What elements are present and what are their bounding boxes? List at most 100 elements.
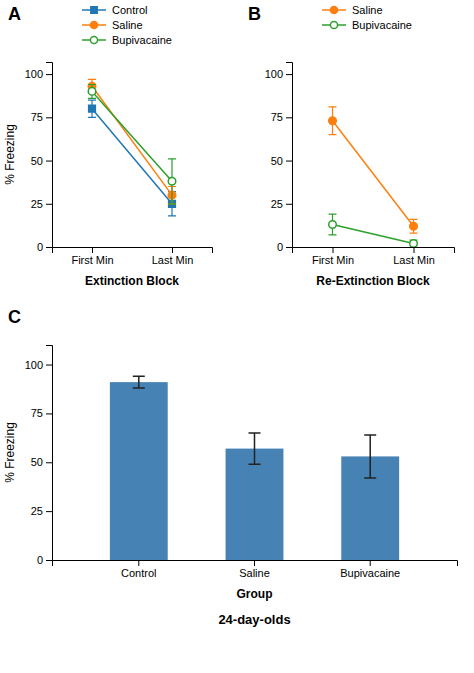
error-bar (329, 214, 337, 235)
marker (89, 105, 96, 112)
axis-line (293, 248, 455, 254)
tick-mark (46, 365, 52, 366)
panel-label: C (8, 307, 21, 327)
legend-marker (330, 21, 337, 28)
error-bar (168, 159, 176, 204)
tick-mark (92, 247, 93, 253)
y-tick: 75 (31, 111, 52, 123)
plot-area (88, 79, 176, 216)
error-bar (410, 240, 418, 247)
tick-label: 50 (271, 155, 283, 167)
tick-label: 25 (31, 505, 43, 517)
tick-label: Control (121, 567, 156, 579)
legend-marker (330, 6, 337, 13)
tick-mark (46, 74, 52, 75)
axis-line (53, 561, 458, 567)
tick-mark (46, 511, 52, 512)
legend-label: Bupivacaine (112, 34, 172, 46)
marker (329, 117, 337, 125)
marker (410, 240, 418, 247)
legend-entry: Saline (322, 4, 383, 16)
y-axis: 0255075100 (25, 63, 53, 254)
axis-line (46, 346, 53, 561)
legend-label: Saline (112, 19, 143, 31)
axis-line (286, 63, 293, 248)
error-bar (88, 100, 96, 117)
tick-label: 100 (265, 68, 283, 80)
marker (410, 222, 418, 230)
tick-label: 100 (25, 68, 43, 80)
marker (329, 221, 337, 229)
tick-label: 0 (37, 241, 43, 253)
x-axis: Control Saline Bupivacaine (53, 560, 458, 579)
tick-mark (172, 247, 173, 253)
y-tick: 0 (37, 554, 52, 566)
y-tick: 75 (31, 407, 52, 419)
legend-label: Saline (352, 4, 383, 16)
panel-label: A (8, 4, 21, 24)
tick-label: 0 (277, 241, 283, 253)
tick-label: 75 (31, 407, 43, 419)
y-axis-title: % Freezing (3, 124, 17, 185)
tick-mark (46, 560, 52, 561)
x-tick: First Min (71, 247, 113, 266)
y-tick: 0 (277, 241, 292, 253)
plot-area (329, 107, 418, 247)
legend-entry: Bupivacaine (322, 19, 412, 31)
tick-label: First Min (312, 254, 354, 266)
tick-label: 25 (271, 198, 283, 210)
legend-marker (90, 21, 97, 28)
y-tick: 75 (271, 111, 292, 123)
y-tick: 100 (25, 359, 52, 371)
tick-mark (286, 161, 292, 162)
tick-label: First Min (71, 254, 113, 266)
plot-area (110, 376, 399, 560)
tick-mark (254, 560, 255, 566)
error-bar (249, 433, 261, 464)
series-line (333, 225, 414, 244)
y-tick: 25 (31, 505, 52, 517)
error-bar (364, 435, 376, 478)
tick-label: Saline (239, 567, 270, 579)
error-bar (329, 107, 337, 135)
legend-entry: Bupivacaine (82, 34, 172, 46)
tick-mark (286, 247, 292, 248)
tick-mark (46, 204, 52, 205)
tick-mark (46, 161, 52, 162)
x-axis-title: Extinction Block (85, 274, 179, 288)
series-line (333, 121, 414, 226)
error-bar (88, 84, 96, 98)
x-tick: Last Min (152, 247, 194, 266)
tick-label: 50 (31, 456, 43, 468)
tick-label: 0 (37, 554, 43, 566)
series-line (92, 91, 172, 181)
bar (110, 382, 168, 560)
figure: 0 25 50 75 100 First Min Last Min % Freezing Ext… (0, 0, 474, 673)
y-tick: 50 (31, 456, 52, 468)
panel: 0255075100First MinLast Min% FreezingExt… (3, 4, 213, 288)
y-tick: 25 (31, 198, 52, 210)
tick-mark (138, 560, 139, 566)
marker (88, 88, 96, 96)
chart-title: 24-day-olds (218, 612, 290, 627)
legend: Saline Bupivacaine (322, 4, 412, 31)
panel-label: B (248, 4, 261, 24)
marker (168, 178, 176, 186)
tick-label: 75 (31, 111, 43, 123)
tick-label: 75 (271, 111, 283, 123)
legend: ControlSalineBupivacaine (82, 4, 172, 46)
tick-label: Bupivacaine (340, 567, 400, 579)
y-tick: 0 (37, 241, 52, 253)
axis-line (53, 248, 213, 254)
tick-mark (46, 413, 52, 414)
tick-mark (286, 204, 292, 205)
series-line (92, 109, 172, 204)
y-axis: 0 25 50 75 100 (265, 63, 293, 254)
x-tick: Last Min (393, 247, 435, 266)
x-tick: First Min (312, 247, 354, 266)
x-axis: First Min Last Min (53, 247, 213, 266)
legend-entry: Saline (82, 19, 143, 31)
x-tick: Saline (239, 560, 270, 579)
tick-mark (333, 247, 334, 253)
legend-marker (90, 36, 97, 43)
